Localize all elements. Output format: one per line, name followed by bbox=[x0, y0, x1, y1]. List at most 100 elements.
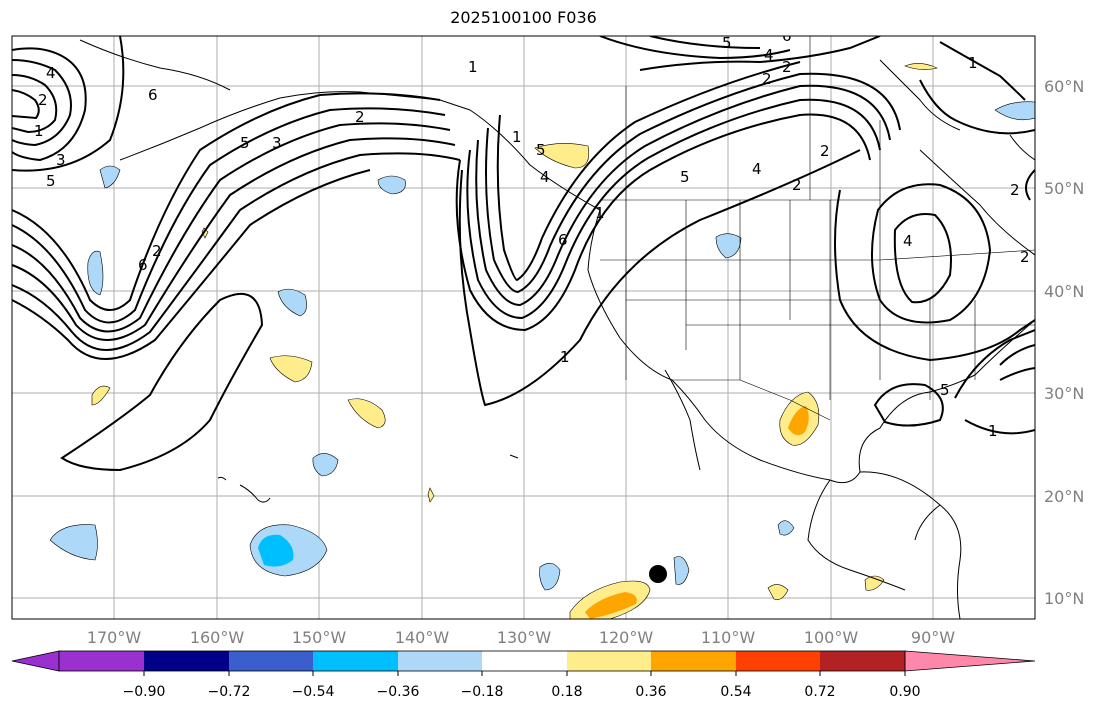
lon-label: 100°W bbox=[804, 628, 859, 647]
longitude-labels: 170°W 160°W 150°W 140°W 130°W 120°W 110°… bbox=[87, 628, 955, 647]
contour-label: 2 bbox=[1020, 248, 1030, 266]
anomaly-pos-1 bbox=[269, 355, 313, 383]
anomaly-pos-2 bbox=[347, 398, 386, 429]
anomaly-neg-8 bbox=[715, 233, 742, 259]
anomaly-pos-6 bbox=[864, 575, 885, 591]
contour-label: 4 bbox=[764, 46, 774, 64]
latitude-labels: 60°N 50°N 40°N 30°N 20°N 10°N bbox=[1044, 77, 1084, 608]
contour-label: 5 bbox=[536, 141, 546, 159]
contour-label: 2 bbox=[38, 91, 48, 109]
colorbar-swatch bbox=[820, 651, 905, 671]
colorbar-tick-label: 0.72 bbox=[804, 684, 835, 700]
contour-label: 1 bbox=[560, 348, 570, 366]
contour-label: 3 bbox=[56, 151, 66, 169]
lon-label: 140°W bbox=[395, 628, 450, 647]
lon-label: 130°W bbox=[497, 628, 552, 647]
anomaly-neg-west bbox=[49, 524, 98, 561]
map-frame bbox=[11, 35, 1036, 620]
lon-label: 90°W bbox=[911, 628, 955, 647]
contour-label: 6 bbox=[782, 27, 792, 45]
colorbar-extend-low bbox=[11, 650, 60, 672]
colorbar-swatch bbox=[567, 651, 651, 671]
lon-label: 160°W bbox=[190, 628, 245, 647]
contour-labels: 4 2 6 1 3 5 5 3 2 2 6 1 1 5 4 6 2 2 5 4 … bbox=[34, 27, 1030, 440]
coastlines bbox=[79, 39, 1035, 619]
anomaly-neg-hawaii-core bbox=[258, 534, 294, 567]
contour-label: 4 bbox=[903, 232, 913, 250]
shaded-anomalies bbox=[49, 63, 1035, 619]
contour-label: 1 bbox=[968, 54, 978, 72]
height-contours bbox=[12, 36, 1035, 472]
colorbar-tick-label: −0.54 bbox=[292, 684, 335, 700]
lon-label: 120°W bbox=[599, 628, 654, 647]
contour-label: 2 bbox=[792, 176, 802, 194]
anomaly-neg-9 bbox=[777, 520, 795, 536]
contour-label: 4 bbox=[752, 160, 762, 178]
anomaly-neg-1 bbox=[87, 250, 104, 296]
colorbar-swatch bbox=[229, 651, 313, 671]
lon-label: 110°W bbox=[701, 628, 756, 647]
colorbar-swatch bbox=[482, 651, 567, 671]
contour-label: 1 bbox=[595, 204, 605, 222]
contour-label: 5 bbox=[240, 134, 250, 152]
colorbar-tick-label: −0.36 bbox=[377, 684, 420, 700]
colorbar-tick-label: 0.36 bbox=[635, 684, 666, 700]
lat-label: 50°N bbox=[1044, 179, 1084, 198]
lon-label: 150°W bbox=[292, 628, 347, 647]
anomaly-pos-south-core bbox=[585, 592, 637, 619]
anomaly-neg-4 bbox=[99, 165, 121, 189]
contour-label: 2 bbox=[762, 70, 772, 88]
anomaly-neg-6 bbox=[539, 562, 561, 591]
contour-label: 2 bbox=[820, 142, 830, 160]
colorbar-swatch bbox=[313, 651, 398, 671]
lon-label: 170°W bbox=[87, 628, 142, 647]
lat-label: 20°N bbox=[1044, 487, 1084, 506]
anomaly-pos-9 bbox=[201, 227, 209, 239]
anomaly-pos-4 bbox=[904, 63, 938, 70]
colorbar-swatch bbox=[736, 651, 820, 671]
colorbar-tick-label: 0.54 bbox=[720, 684, 751, 700]
anomaly-pos-7 bbox=[91, 385, 111, 406]
anomaly-neg-7 bbox=[673, 556, 690, 585]
contour-label: 2 bbox=[152, 242, 162, 260]
anomaly-neg-2 bbox=[277, 288, 307, 317]
contour-label: 1 bbox=[34, 122, 44, 140]
colorbar-tick-label: −0.18 bbox=[461, 684, 504, 700]
map-title: 2025100100 F036 bbox=[450, 8, 597, 27]
contour-label: 1 bbox=[512, 128, 522, 146]
colorbar-tick-label: 0.18 bbox=[551, 684, 582, 700]
colorbar-swatch bbox=[59, 651, 144, 671]
contour-label: 2 bbox=[1010, 181, 1020, 199]
anomaly-neg-3 bbox=[377, 175, 406, 195]
contour-label: 1 bbox=[468, 58, 478, 76]
anomaly-pos-3 bbox=[534, 143, 589, 169]
political-borders bbox=[600, 36, 1035, 421]
colorbar-tick-label: −0.90 bbox=[123, 684, 166, 700]
contour-label: 2 bbox=[782, 58, 792, 76]
contour-label: 5 bbox=[940, 381, 950, 399]
anomaly-pos-mexico-core bbox=[788, 406, 809, 436]
colorbar: −0.90 −0.72 −0.54 −0.36 −0.18 0.18 0.36 … bbox=[11, 650, 1036, 700]
contour-label: 5 bbox=[680, 168, 690, 186]
anomaly-pos-5 bbox=[767, 584, 789, 600]
contour-label: 3 bbox=[272, 134, 282, 152]
anomaly-pos-8 bbox=[427, 487, 435, 503]
colorbar-swatch bbox=[144, 651, 229, 671]
contour-label: 5 bbox=[46, 172, 56, 190]
contour-label: 2 bbox=[355, 108, 365, 126]
lat-label: 30°N bbox=[1044, 384, 1084, 403]
contour-label: 4 bbox=[46, 64, 56, 82]
contour-label: 6 bbox=[558, 231, 568, 249]
contour-label: 4 bbox=[540, 168, 550, 186]
lat-label: 10°N bbox=[1044, 589, 1084, 608]
location-marker bbox=[649, 565, 667, 583]
colorbar-tick-label: −0.72 bbox=[208, 684, 251, 700]
lat-label: 40°N bbox=[1044, 282, 1084, 301]
contour-label: 6 bbox=[138, 256, 148, 274]
colorbar-tick-label: 0.90 bbox=[889, 684, 920, 700]
anomaly-neg-10 bbox=[994, 101, 1035, 121]
anomaly-neg-5 bbox=[312, 453, 339, 477]
colorbar-swatch bbox=[398, 651, 482, 671]
contour-label: 5 bbox=[722, 34, 732, 52]
